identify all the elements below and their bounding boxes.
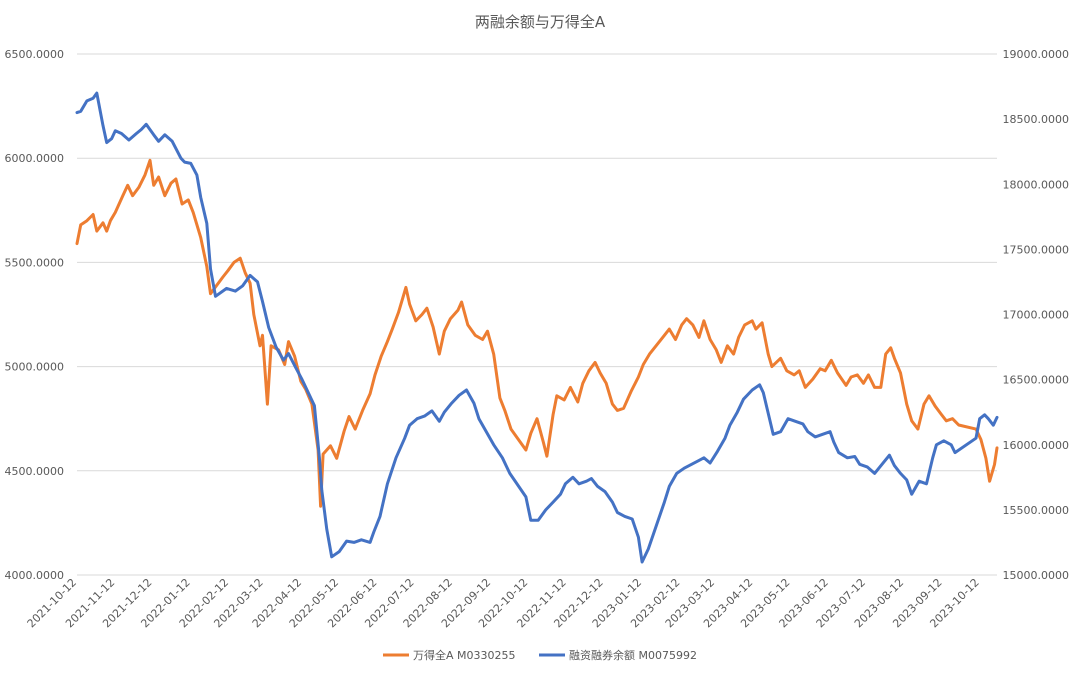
chart-title: 两融余额与万得全A (475, 13, 606, 31)
right-y-tick-label: 15500.0000 (1003, 504, 1069, 517)
left-y-tick-label: 5500.0000 (5, 256, 65, 269)
series-lines (75, 91, 999, 564)
right-y-axis: 15000.0000 15500.0000 16000.0000 16500.0000… (1003, 48, 1069, 582)
left-y-tick-label: 6000.0000 (5, 152, 65, 165)
right-y-tick-label: 16500.0000 (1003, 374, 1069, 387)
right-y-tick-label: 17000.0000 (1003, 309, 1069, 322)
x-axis: 2021-10-122021-11-122021-12-122022-01-12… (25, 576, 982, 630)
gridlines (77, 53, 997, 576)
legend: 万得全A M0330255 融资融券余额 M0075992 (383, 648, 697, 662)
left-y-axis: 4000.0000 4500.0000 5000.0000 5500.0000 6000… (5, 48, 65, 582)
right-y-tick-label: 18000.0000 (1003, 178, 1069, 191)
right-y-tick-label: 18500.0000 (1003, 113, 1069, 126)
right-y-tick-label: 19000.0000 (1003, 48, 1069, 61)
right-y-tick-label: 15000.0000 (1003, 569, 1069, 582)
left-y-tick-label: 6500.0000 (5, 48, 65, 61)
legend-label-wande: 万得全A M0330255 (413, 648, 516, 662)
legend-label-margin-balance: 融资融券余额 M0075992 (569, 648, 697, 662)
left-y-tick-label: 5000.0000 (5, 361, 65, 374)
right-y-tick-label: 17500.0000 (1003, 243, 1069, 256)
series-line-wande (75, 158, 999, 508)
series-line-margin-balance (75, 91, 999, 564)
left-y-tick-label: 4500.0000 (5, 465, 65, 478)
right-y-tick-label: 16000.0000 (1003, 439, 1069, 452)
left-y-tick-label: 4000.0000 (5, 569, 65, 582)
